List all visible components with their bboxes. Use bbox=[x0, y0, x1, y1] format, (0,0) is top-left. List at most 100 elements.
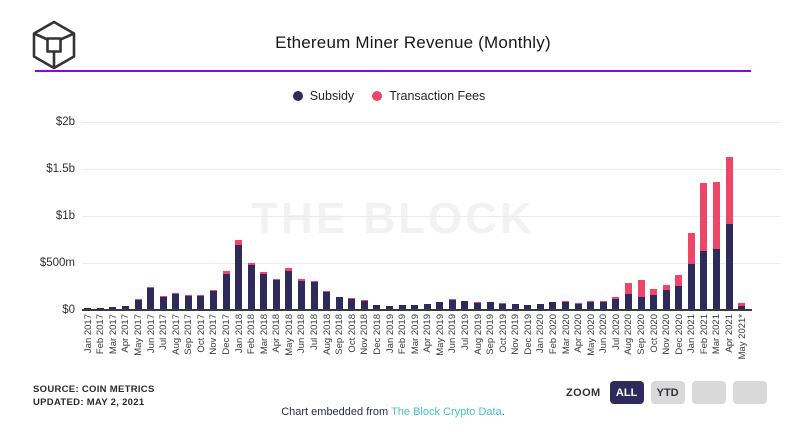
bar-mar-2020[interactable] bbox=[562, 300, 570, 310]
bar-segment-transaction-fees bbox=[247, 262, 255, 266]
x-tick-label: Jun 2019 bbox=[447, 314, 459, 354]
gridline bbox=[82, 216, 781, 217]
legend-item-subsidy[interactable]: Subsidy bbox=[292, 89, 355, 103]
bar-aug-2019[interactable] bbox=[474, 302, 482, 310]
bar-oct-2018[interactable] bbox=[348, 297, 356, 310]
bar-segment-transaction-fees bbox=[675, 275, 683, 286]
watermark: THE BLOCK bbox=[251, 194, 535, 243]
x-tick-label: Jan 2020 bbox=[535, 314, 547, 354]
bar-jan-2018[interactable] bbox=[235, 239, 243, 310]
bar-aug-2017[interactable] bbox=[172, 292, 180, 310]
bar-segment-subsidy bbox=[436, 302, 444, 310]
bar-jul-2018[interactable] bbox=[310, 280, 318, 310]
bar-jun-2017[interactable] bbox=[147, 287, 155, 310]
bar-jun-2019[interactable] bbox=[448, 299, 456, 310]
bar-sep-2017[interactable] bbox=[184, 294, 192, 310]
legend-label-fees: Transaction Fees bbox=[389, 89, 486, 103]
bar-jan-2019[interactable] bbox=[386, 306, 393, 310]
x-tick-label: Sep 2019 bbox=[485, 314, 497, 355]
bar-segment-subsidy bbox=[486, 302, 494, 310]
embed-link[interactable]: The Block Crypto Data bbox=[391, 406, 502, 418]
bar-nov-2020[interactable] bbox=[662, 284, 670, 310]
x-tick-label: Nov 2017 bbox=[208, 314, 220, 355]
bar-segment-transaction-fees bbox=[260, 272, 268, 274]
bar-sep-2020[interactable] bbox=[637, 279, 645, 310]
bar-jun-2020[interactable] bbox=[599, 300, 607, 310]
x-tick-label: Mar 2017 bbox=[107, 314, 119, 355]
fees-dot-icon bbox=[372, 91, 383, 101]
x-tick-label: Apr 2019 bbox=[422, 314, 434, 353]
bar-feb-2019[interactable] bbox=[398, 304, 406, 310]
legend-item-fees[interactable]: Transaction Fees bbox=[372, 89, 485, 103]
bar-apr-2017[interactable] bbox=[121, 306, 129, 310]
bar-may-2017[interactable] bbox=[134, 299, 142, 310]
legend-label-subsidy: Subsidy bbox=[309, 89, 355, 103]
bar-mar-2021[interactable] bbox=[712, 182, 720, 310]
bar-segment-subsidy bbox=[448, 299, 456, 310]
bar-oct-2017[interactable] bbox=[197, 295, 205, 310]
x-tick-label: Apr 2021 bbox=[724, 314, 736, 353]
bar-aug-2018[interactable] bbox=[323, 290, 331, 310]
bar-nov-2019[interactable] bbox=[511, 304, 519, 310]
bar-segment-subsidy bbox=[184, 295, 192, 310]
bar-may-2018[interactable] bbox=[285, 268, 293, 310]
x-tick-label: Jan 2021 bbox=[686, 314, 698, 354]
bar-may-2019[interactable] bbox=[436, 301, 444, 310]
zoom-button-blank-2[interactable] bbox=[732, 381, 767, 404]
zoom-button-ytd[interactable]: YTD bbox=[650, 381, 685, 404]
bar-segment-subsidy bbox=[637, 296, 645, 310]
bar-mar-2019[interactable] bbox=[411, 304, 419, 310]
bar-dec-2018[interactable] bbox=[373, 304, 381, 310]
y-tick-label: $2b bbox=[55, 115, 75, 128]
x-tick-label: Oct 2017 bbox=[195, 314, 207, 353]
bar-dec-2020[interactable] bbox=[675, 275, 683, 310]
x-tick-label: Dec 2017 bbox=[221, 314, 233, 355]
updated-line: UPDATED: MAY 2, 2021 bbox=[33, 396, 145, 408]
bar-feb-2021[interactable] bbox=[700, 183, 708, 310]
bar-sep-2018[interactable] bbox=[335, 296, 343, 310]
zoom-button-all[interactable]: ALL bbox=[609, 381, 644, 404]
x-tick-label: Jun 2020 bbox=[598, 314, 610, 354]
bar-segment-subsidy bbox=[574, 303, 582, 310]
bar-jul-2017[interactable] bbox=[159, 295, 167, 310]
bar-may-2021-[interactable] bbox=[738, 302, 746, 310]
bar-jan-2021[interactable] bbox=[687, 232, 695, 310]
bar-apr-2020[interactable] bbox=[574, 303, 582, 310]
bar-apr-2018[interactable] bbox=[272, 278, 280, 310]
bar-aug-2020[interactable] bbox=[624, 282, 632, 310]
bar-oct-2019[interactable] bbox=[499, 303, 507, 310]
bar-segment-subsidy bbox=[209, 290, 217, 310]
bar-nov-2017[interactable] bbox=[209, 290, 217, 310]
bar-mar-2018[interactable] bbox=[260, 272, 268, 310]
bar-feb-2020[interactable] bbox=[549, 301, 557, 310]
zoom-controls: ZOOM ALL YTD bbox=[566, 381, 767, 404]
bar-segment-transaction-fees bbox=[184, 294, 192, 296]
bar-dec-2017[interactable] bbox=[222, 271, 230, 310]
source-attribution: SOURCE: COIN METRICS UPDATED: MAY 2, 202… bbox=[33, 384, 155, 409]
bar-sep-2019[interactable] bbox=[486, 302, 494, 310]
bar-apr-2021[interactable] bbox=[725, 156, 733, 310]
bar-jun-2018[interactable] bbox=[297, 278, 305, 310]
bar-jul-2019[interactable] bbox=[461, 300, 469, 310]
bar-segment-subsidy bbox=[712, 248, 720, 310]
bar-dec-2019[interactable] bbox=[524, 304, 532, 310]
bar-apr-2019[interactable] bbox=[423, 303, 431, 310]
x-axis-line bbox=[82, 309, 752, 311]
bar-segment-subsidy bbox=[335, 297, 343, 310]
bar-mar-2017[interactable] bbox=[109, 307, 117, 310]
bar-segment-transaction-fees bbox=[700, 183, 708, 251]
bar-segment-subsidy bbox=[348, 298, 356, 310]
zoom-button-blank-1[interactable] bbox=[691, 381, 726, 404]
bar-segment-subsidy bbox=[360, 300, 368, 310]
bar-segment-subsidy bbox=[624, 294, 632, 310]
bar-jan-2020[interactable] bbox=[536, 303, 544, 310]
bar-oct-2020[interactable] bbox=[650, 289, 658, 310]
bar-may-2020[interactable] bbox=[587, 300, 595, 310]
bar-nov-2018[interactable] bbox=[360, 300, 368, 310]
bar-feb-2018[interactable] bbox=[247, 262, 255, 310]
x-tick-label: Aug 2017 bbox=[170, 314, 182, 355]
x-tick-label: Apr 2017 bbox=[120, 314, 132, 353]
bar-jul-2020[interactable] bbox=[612, 296, 620, 310]
x-tick-label: Jun 2018 bbox=[296, 314, 308, 354]
